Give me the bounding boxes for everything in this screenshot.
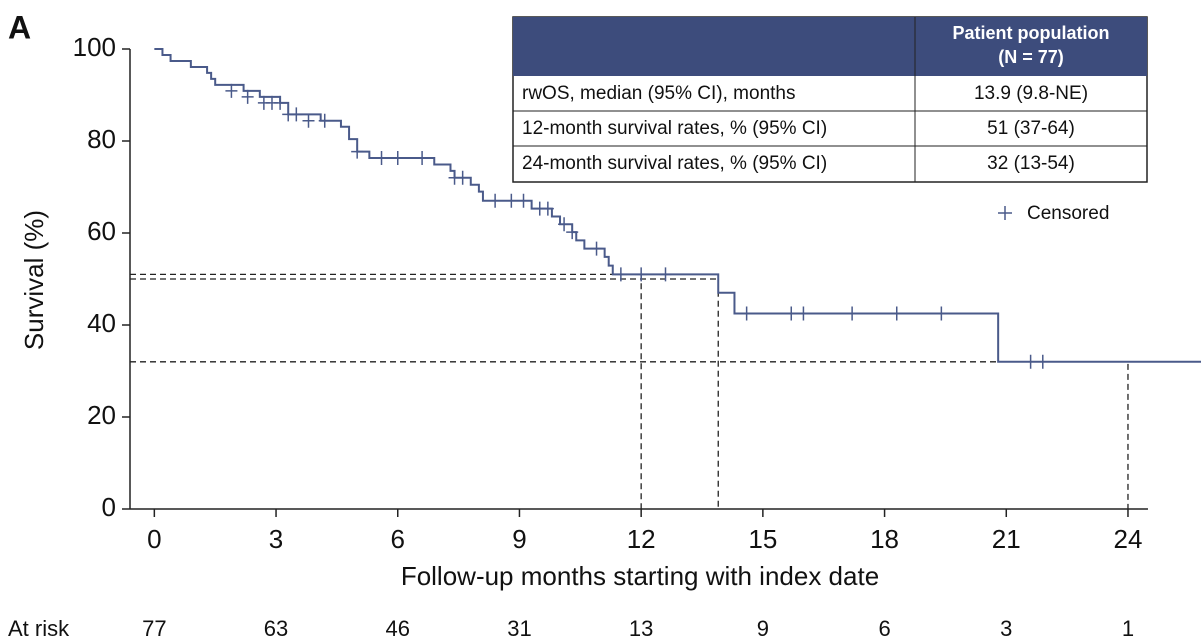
censored-mark	[785, 306, 798, 321]
table-cell: 51 (37-64)	[987, 118, 1075, 139]
table-cell: 13.9 (9.8-NE)	[974, 83, 1088, 104]
x-tick-label: 18	[870, 524, 899, 554]
survival-curve	[154, 48, 1201, 363]
censored-mark	[302, 113, 315, 128]
at-risk-value: 46	[386, 616, 410, 641]
censored-mark	[614, 267, 627, 282]
at-risk-value: 9	[757, 616, 769, 641]
at-risk-value: 1	[1122, 616, 1134, 641]
x-tick-label: 6	[391, 524, 405, 554]
at-risk-value: 3	[1000, 616, 1012, 641]
at-risk-value: 77	[142, 616, 166, 641]
table-cell: rwOS, median (95% CI), months	[522, 83, 795, 104]
x-tick-label: 3	[269, 524, 283, 554]
censored-mark	[505, 193, 518, 208]
x-tick-label: 21	[992, 524, 1021, 554]
y-tick-label: 0	[102, 492, 116, 522]
x-axis-label: Follow-up months starting with index dat…	[401, 561, 879, 591]
censored-mark	[416, 151, 429, 166]
at-risk-label: At risk	[8, 616, 70, 641]
censored-mark	[558, 217, 571, 232]
table-cell: 32 (13-54)	[987, 153, 1075, 174]
censored-mark	[318, 113, 331, 128]
censored-mark	[241, 89, 254, 104]
y-tick-label: 100	[73, 32, 116, 62]
censored-mark	[1024, 354, 1037, 369]
table-header-text: (N = 77)	[998, 47, 1064, 67]
censored-mark	[846, 306, 859, 321]
y-tick-label: 80	[87, 124, 116, 154]
censored-mark	[590, 241, 603, 256]
censored-mark	[1036, 354, 1049, 369]
y-tick-label: 40	[87, 308, 116, 338]
x-tick-label: 12	[627, 524, 656, 554]
info-table: Patient population (N = 77) rwOS, median…	[512, 16, 1148, 183]
table-cell: 12-month survival rates, % (95% CI)	[522, 118, 827, 139]
censored-mark	[635, 267, 648, 282]
censored-mark	[541, 201, 554, 216]
censored-mark	[351, 144, 364, 159]
censored-mark	[890, 306, 903, 321]
censored-mark	[391, 151, 404, 166]
x-tick-label: 24	[1114, 524, 1143, 554]
reference-line	[130, 273, 642, 509]
censored-mark	[290, 107, 303, 122]
censored-mark	[740, 306, 753, 321]
censored-mark	[797, 306, 810, 321]
table-header-text: Patient population	[953, 23, 1110, 43]
censored-mark	[375, 151, 388, 166]
table-cell: 24-month survival rates, % (95% CI)	[522, 153, 827, 174]
censored-mark	[517, 193, 530, 208]
x-tick-label: 9	[512, 524, 526, 554]
y-tick-label: 20	[87, 400, 116, 430]
y-axis-label: Survival (%)	[19, 210, 49, 350]
at-risk-value: 63	[264, 616, 288, 641]
censored-mark	[456, 170, 469, 185]
censored-mark	[935, 306, 948, 321]
censored-mark	[659, 267, 672, 282]
table-header	[513, 17, 1147, 76]
reference-line	[130, 361, 1129, 509]
legend-symbol	[998, 206, 1012, 220]
at-risk-value: 6	[878, 616, 890, 641]
panel-label: A	[8, 9, 31, 45]
x-tick-label: 15	[748, 524, 777, 554]
y-tick-label: 60	[87, 216, 116, 246]
censored-mark	[566, 225, 579, 240]
censored-mark	[225, 83, 238, 98]
legend-label: Censored	[1027, 203, 1109, 224]
censored-mark	[274, 95, 287, 110]
censored-mark	[489, 193, 502, 208]
reference-line	[130, 278, 719, 509]
at-risk-value: 31	[507, 616, 531, 641]
at-risk-value: 13	[629, 616, 653, 641]
x-tick-label: 0	[147, 524, 161, 554]
